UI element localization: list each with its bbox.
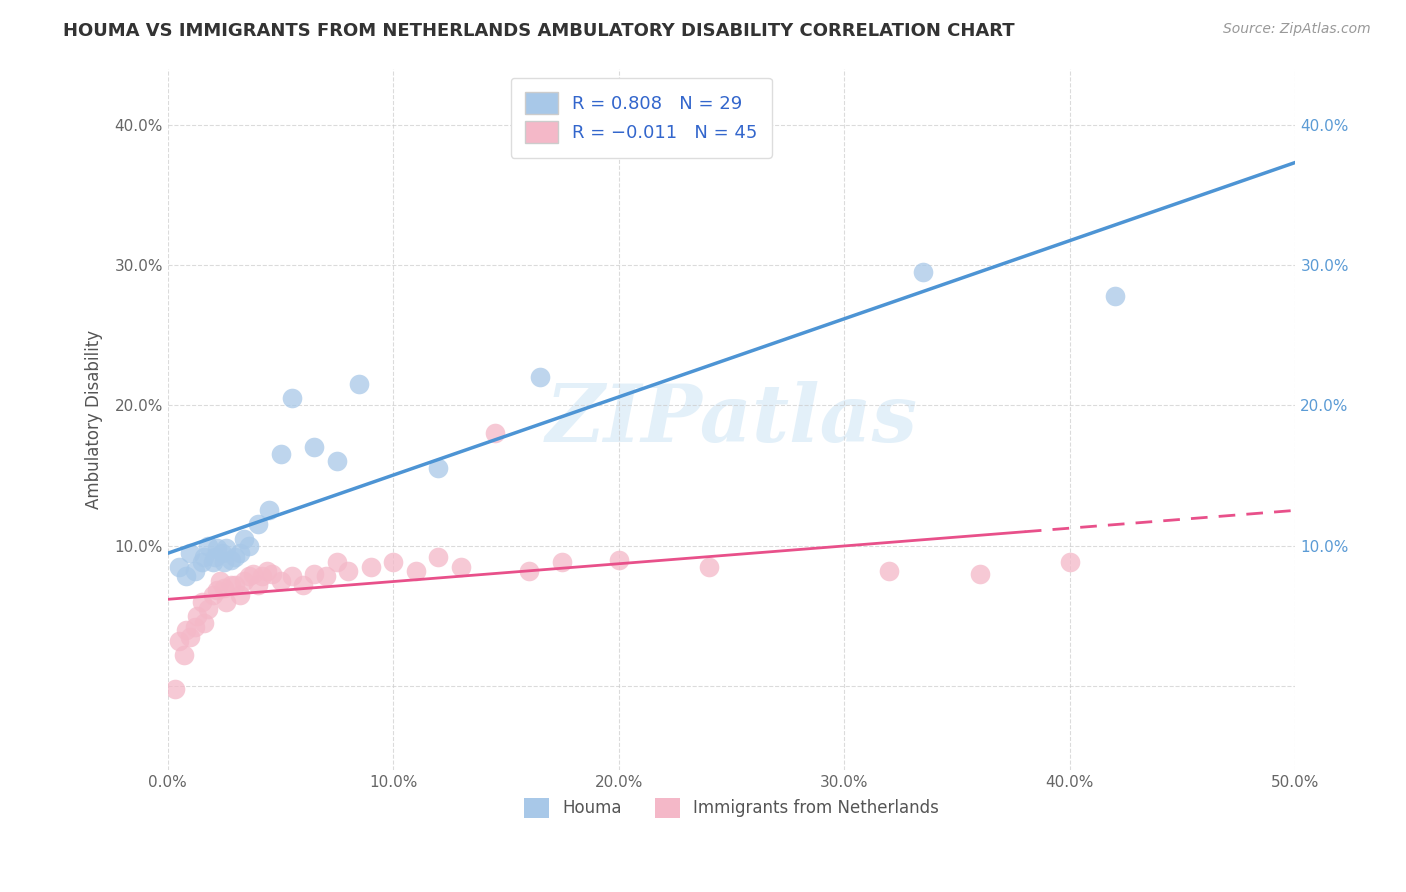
Point bbox=[193, 615, 215, 630]
Point bbox=[551, 555, 574, 569]
Point bbox=[697, 559, 720, 574]
Point bbox=[190, 555, 212, 569]
Point bbox=[204, 549, 226, 564]
Point bbox=[179, 630, 201, 644]
Point bbox=[167, 634, 190, 648]
Point bbox=[484, 426, 506, 441]
Point bbox=[207, 583, 229, 598]
Point bbox=[242, 566, 264, 581]
Point bbox=[879, 564, 901, 578]
Point bbox=[315, 569, 337, 583]
Point bbox=[186, 608, 208, 623]
Point bbox=[1104, 289, 1126, 303]
Point bbox=[360, 559, 382, 574]
Point bbox=[219, 552, 242, 566]
Point bbox=[184, 620, 207, 634]
Point bbox=[1059, 555, 1081, 569]
Point bbox=[326, 555, 349, 569]
Point bbox=[281, 391, 304, 405]
Point bbox=[607, 552, 630, 566]
Point bbox=[197, 601, 219, 615]
Point bbox=[179, 545, 201, 559]
Point bbox=[163, 681, 186, 696]
Point bbox=[193, 549, 215, 564]
Point bbox=[292, 578, 315, 592]
Text: ZIPatlas: ZIPatlas bbox=[546, 381, 918, 458]
Y-axis label: Ambulatory Disability: Ambulatory Disability bbox=[86, 330, 103, 508]
Point bbox=[246, 517, 269, 532]
Legend: Houma, Immigrants from Netherlands: Houma, Immigrants from Netherlands bbox=[517, 791, 946, 825]
Point bbox=[259, 503, 281, 517]
Point bbox=[215, 541, 238, 556]
Point bbox=[201, 555, 224, 569]
Point bbox=[238, 569, 260, 583]
Point bbox=[174, 569, 197, 583]
Point bbox=[208, 574, 231, 588]
Point bbox=[211, 545, 233, 559]
Point bbox=[337, 564, 360, 578]
Point bbox=[184, 564, 207, 578]
Point bbox=[912, 265, 935, 279]
Text: HOUMA VS IMMIGRANTS FROM NETHERLANDS AMBULATORY DISABILITY CORRELATION CHART: HOUMA VS IMMIGRANTS FROM NETHERLANDS AMB… bbox=[63, 22, 1015, 40]
Point bbox=[969, 566, 991, 581]
Point bbox=[450, 559, 472, 574]
Point bbox=[212, 555, 235, 569]
Point bbox=[215, 594, 238, 608]
Point bbox=[270, 447, 292, 461]
Point bbox=[349, 377, 371, 392]
Point bbox=[252, 569, 274, 583]
Point bbox=[229, 588, 252, 602]
Point bbox=[212, 581, 235, 595]
Point bbox=[304, 566, 326, 581]
Point bbox=[219, 578, 242, 592]
Point bbox=[281, 569, 304, 583]
Point bbox=[233, 532, 256, 546]
Point bbox=[427, 461, 450, 475]
Point bbox=[326, 454, 349, 468]
Point bbox=[233, 574, 256, 588]
Point bbox=[382, 555, 405, 569]
Point bbox=[167, 559, 190, 574]
Point bbox=[174, 623, 197, 637]
Point bbox=[173, 648, 195, 662]
Point bbox=[207, 541, 229, 556]
Point bbox=[238, 539, 260, 553]
Point bbox=[224, 578, 246, 592]
Point bbox=[304, 440, 326, 454]
Point bbox=[260, 566, 283, 581]
Point bbox=[197, 539, 219, 553]
Point bbox=[246, 578, 269, 592]
Point bbox=[256, 564, 278, 578]
Point bbox=[224, 549, 246, 564]
Text: Source: ZipAtlas.com: Source: ZipAtlas.com bbox=[1223, 22, 1371, 37]
Point bbox=[427, 549, 450, 564]
Point bbox=[229, 545, 252, 559]
Point bbox=[190, 594, 212, 608]
Point bbox=[201, 588, 224, 602]
Point bbox=[517, 564, 540, 578]
Point bbox=[529, 370, 551, 384]
Point bbox=[270, 574, 292, 588]
Point bbox=[405, 564, 427, 578]
